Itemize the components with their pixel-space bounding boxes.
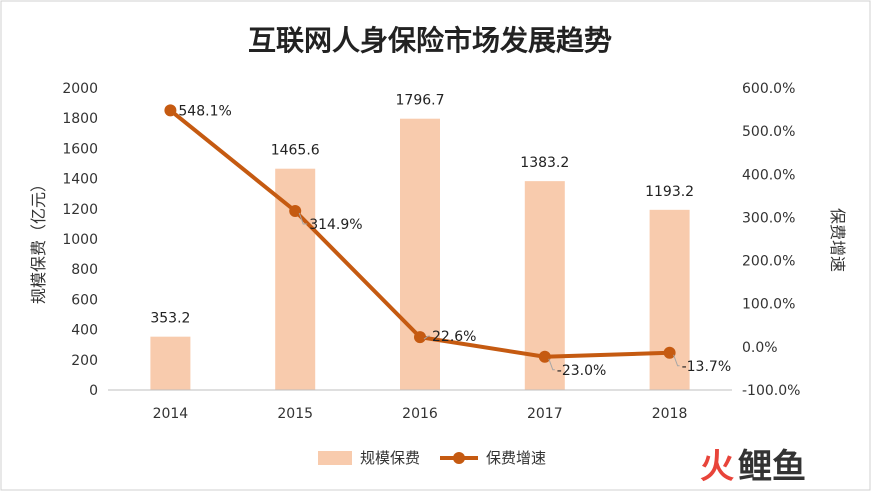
line-marker-2014 [164, 104, 177, 117]
y-left-tick-1600: 1600 [62, 141, 98, 157]
y-left-tick-labels: 0 200 400 600 800 1000 1200 1400 1600 1800 2000 [62, 81, 98, 399]
bar-label-2016: 1796.7 [396, 93, 445, 109]
y-right-tick-0.0%: 0.0% [742, 340, 778, 356]
x-tick-labels: 2014 2015 2016 2017 2018 [153, 406, 688, 422]
x-tick-2014: 2014 [153, 406, 189, 422]
watermark-part1: 火 [700, 447, 734, 487]
line-label-2014: 548.1% [178, 103, 231, 119]
line-marker-2017 [538, 350, 551, 363]
y-right-tick-100.0%: 100.0% [742, 297, 795, 313]
line-label-2015: 314.9% [309, 217, 362, 233]
line-label-2018: -13.7% [682, 359, 732, 375]
x-tick-2016: 2016 [402, 406, 438, 422]
line-marker-2016 [414, 331, 426, 344]
chart-title: 互联网人身保险市场发展趋势 [248, 24, 612, 57]
y-left-tick-600: 600 [71, 292, 98, 308]
line-series [164, 104, 676, 363]
leader-line-2016 [423, 335, 430, 340]
x-tick-2017: 2017 [527, 406, 563, 422]
line-label-2017: -23.0% [557, 363, 607, 379]
y-left-tick-0: 0 [89, 383, 98, 399]
y-right-tick-200.0%: 200.0% [742, 254, 795, 270]
y-left-tick-800: 800 [71, 262, 98, 278]
y-left-tick-200: 200 [71, 353, 98, 369]
y-left-tick-1800: 1800 [62, 111, 98, 127]
line-data-labels: 548.1% 314.9% 22.6% -23.0% -13.7% [178, 103, 731, 378]
y-left-tick-400: 400 [71, 323, 98, 339]
bar-label-2017: 1383.2 [520, 155, 569, 171]
bar-series [150, 118, 690, 390]
legend-line-label: 保费增速 [486, 449, 546, 467]
y-right-tick-300.0%: 300.0% [742, 210, 795, 226]
x-tick-2015: 2015 [277, 406, 313, 422]
leader-line-2018 [673, 354, 680, 367]
x-tick-2018: 2018 [652, 406, 688, 422]
y-left-tick-1200: 1200 [62, 202, 98, 218]
leader-line-2017 [548, 358, 555, 371]
leader-line-2015 [298, 212, 308, 225]
bar-label-2014: 353.2 [150, 311, 190, 327]
line-label-2016: 22.6% [432, 329, 476, 345]
y-right-tick-600.0%: 600.0% [742, 81, 795, 97]
y-right-axis-title: 保费增速 [828, 208, 847, 272]
legend-line-marker [453, 452, 465, 464]
y-right-tick-500.0%: 500.0% [742, 124, 795, 140]
legend-bar-label: 规模保费 [360, 449, 420, 467]
line-marker-2015 [289, 205, 302, 218]
legend: 规模保费 保费增速 [318, 449, 546, 467]
y-left-tick-2000: 2000 [62, 81, 98, 97]
line-marker-2018 [663, 346, 676, 359]
bar-2018 [649, 209, 690, 390]
y-left-tick-1000: 1000 [62, 232, 98, 248]
watermark: 火 鲤鱼 [700, 447, 806, 487]
y-left-tick-1400: 1400 [62, 172, 98, 188]
watermark-part2: 鲤鱼 [738, 447, 806, 487]
bar-2016 [400, 118, 440, 390]
bar-label-2018: 1193.2 [645, 184, 694, 200]
bar-2014 [150, 336, 191, 390]
y-left-axis-title: 规模保费（亿元） [29, 176, 48, 304]
bar-data-labels: 353.2 1465.6 1796.7 1383.2 1193.2 [150, 93, 694, 327]
legend-bar-swatch [318, 451, 352, 465]
y-right-tick-400.0%: 400.0% [742, 167, 795, 183]
y-right-tick--100.0%: -100.0% [742, 383, 800, 399]
bar-label-2015: 1465.6 [271, 143, 320, 159]
y-right-tick-labels: -100.0% 0.0% 100.0% 200.0% 300.0% 400.0% 500.0… [742, 81, 800, 399]
